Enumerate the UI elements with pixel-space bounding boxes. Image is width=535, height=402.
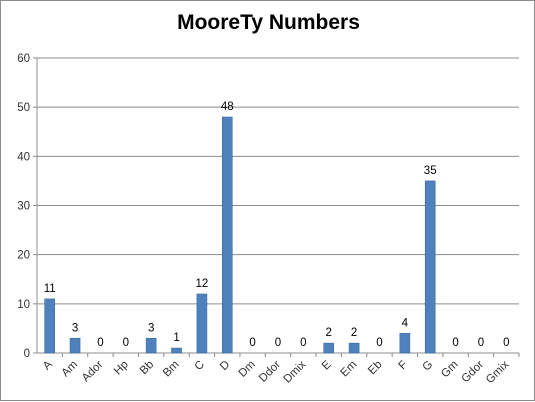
x-tick-label-G: G [421,359,436,374]
y-tick-label: 30 [17,201,30,213]
data-label-Gdor: 0 [478,337,484,349]
bar-F [399,333,411,354]
x-tick-label-Bb: Bb [138,359,156,377]
bar-E [323,342,335,354]
data-label-A: 11 [44,283,56,295]
y-tick-label: 20 [17,250,30,262]
data-label-Gm: 0 [452,337,458,349]
data-label-G: 35 [424,165,437,177]
x-tick-label-Dmix: Dmix [281,358,308,385]
data-label-Ador: 0 [97,337,103,349]
bar-Bm [171,347,182,354]
x-tick-label-F: F [397,359,410,372]
x-tick-label-Gm: Gm [439,359,461,381]
data-label-D: 48 [221,101,234,113]
data-label-Bb: 3 [148,322,154,334]
y-tick-label: 40 [17,151,30,163]
gridlines [37,57,519,305]
bar-Am [69,337,81,354]
data-label-Hp: 0 [123,337,129,349]
bar-G [424,180,436,354]
x-tick-label-Ador: Ador [80,359,106,385]
data-label-Am: 3 [72,322,78,334]
x-tick-label-Bm: Bm [161,359,182,380]
x-tick-label-Ddor: Ddor [257,359,283,385]
x-tick-label-Eb: Eb [366,359,384,377]
data-label-Dm: 0 [249,337,255,349]
data-label-Dmix: 0 [300,337,306,349]
y-tick-labels: 0 10 20 30 40 50 60 [17,53,30,360]
y-tick-label: 0 [24,348,30,360]
x-tick-label-A: A [41,358,55,372]
data-label-F: 4 [402,317,409,329]
x-tick-label-Dm: Dm [237,359,258,380]
bar-A [44,298,55,354]
axes [33,57,520,357]
bar-C [196,293,208,354]
bar-Em [348,342,360,354]
data-label-Bm: 1 [173,332,179,344]
y-tick-label: 50 [17,102,30,114]
y-tick-label: 60 [17,53,30,65]
y-tick-label: 10 [17,299,30,311]
x-tick-label-D: D [218,359,232,373]
chart-title: MooreTy Numbers [177,11,360,34]
data-label-Em: 2 [351,327,357,339]
x-tick-label-E: E [320,358,334,372]
x-tick-label-C: C [193,359,207,373]
bar-Bb [145,337,157,354]
data-label-C: 12 [195,278,208,290]
x-tick-label-Am: Am [59,359,80,380]
bars [44,116,436,354]
data-label-E: 2 [326,327,332,339]
x-tick-label-Hp: Hp [112,359,131,378]
bar-D [221,116,233,354]
data-labels: 11 3 0 0 3 1 12 48 0 0 0 2 2 0 4 35 0 0 0 [44,101,510,349]
x-tick-label-Em: Em [339,359,360,380]
data-label-Eb: 0 [376,337,382,349]
data-label-Gmix: 0 [503,337,509,349]
data-label-Ddor: 0 [275,337,281,349]
x-tick-label-Gmix: Gmix [484,358,512,386]
x-tick-label-Gdor: Gdor [459,359,486,386]
